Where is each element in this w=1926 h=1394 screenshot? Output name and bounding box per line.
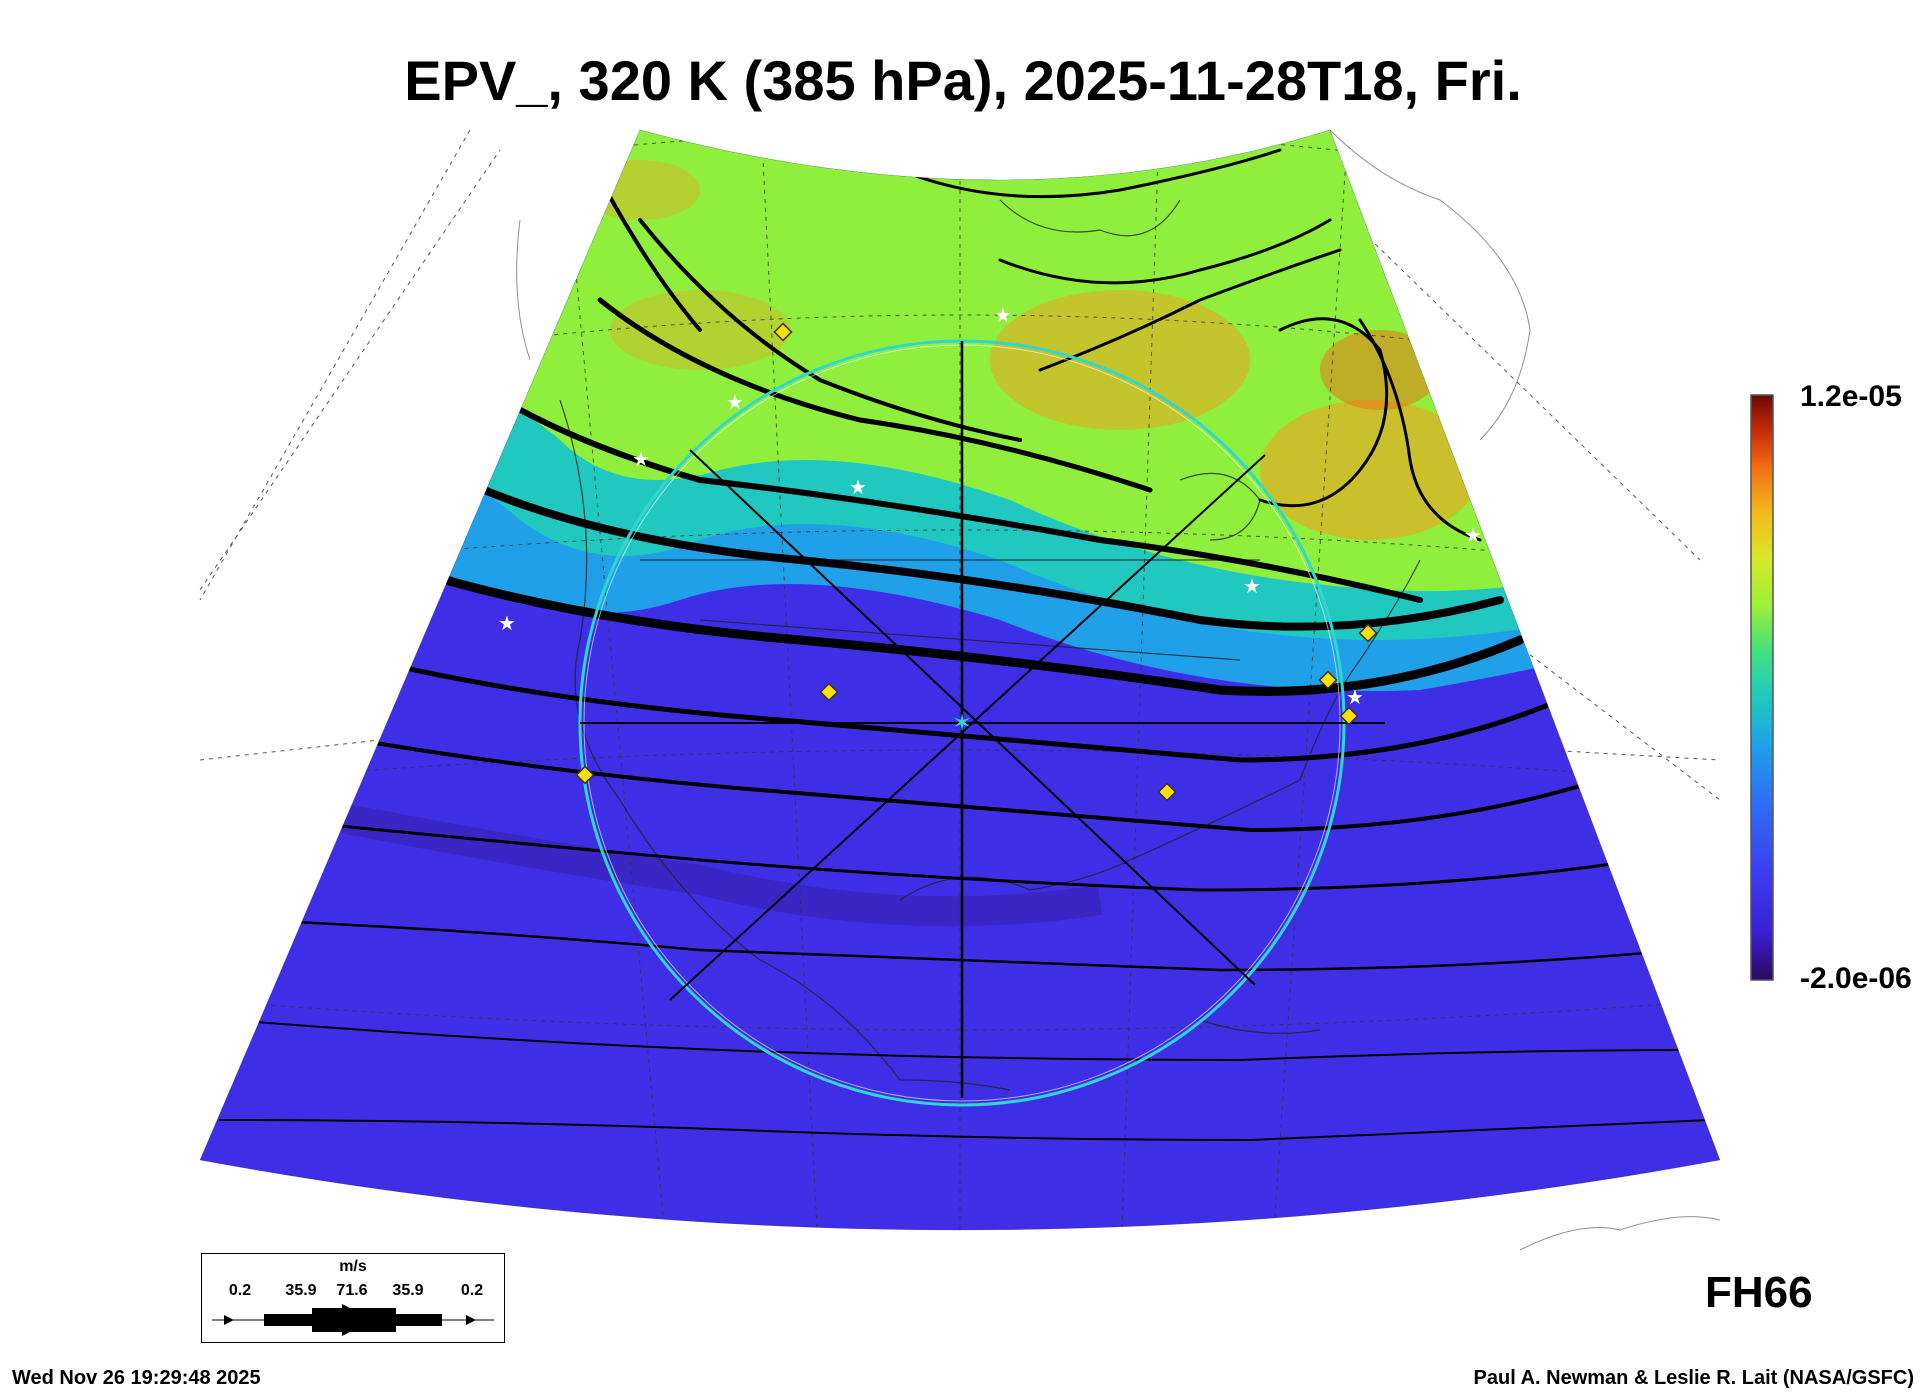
wind-legend-label: 35.9	[392, 1282, 424, 1299]
wind-legend-label: 71.6	[336, 1282, 368, 1299]
svg-text:★: ★	[1243, 574, 1261, 598]
wind-legend-label: 0.2	[228, 1282, 252, 1299]
svg-text:★: ★	[498, 611, 516, 635]
wind-legend-arrows	[212, 1304, 494, 1336]
svg-text:★: ★	[1464, 523, 1482, 547]
svg-text:★: ★	[632, 447, 650, 471]
svg-text:★: ★	[726, 390, 744, 414]
svg-text:★: ★	[994, 303, 1012, 327]
wind-speed-legend: m/s 0.2 35.9 71.6 35.9 0.2	[201, 1253, 505, 1343]
analysis-circle: ✶	[578, 339, 1385, 1107]
forecast-hour-label: FH66	[1705, 1268, 1813, 1317]
author-credit: Paul A. Newman & Leslie R. Lait (NASA/GS…	[1473, 1367, 1914, 1389]
star-markers: ★ ★ ★ ★ ★ ★ ★ ★	[498, 303, 1482, 709]
generation-timestamp: Wed Nov 26 19:29:48 2025	[12, 1367, 261, 1389]
station-markers	[575, 322, 1378, 802]
wind-legend-unit: m/s	[339, 1258, 367, 1275]
wind-legend-label: 35.9	[285, 1282, 317, 1299]
wind-streamlines	[219, 138, 1711, 1142]
svg-text:✶: ✶	[952, 709, 972, 737]
svg-text:★: ★	[1346, 685, 1364, 709]
svg-text:★: ★	[849, 475, 867, 499]
plot-title: EPV_, 320 K (385 hPa), 2025-11-28T18, Fr…	[404, 49, 1522, 112]
colorbar-max-label: 1.2e-05	[1800, 380, 1902, 413]
colorbar	[1750, 394, 1774, 981]
colorbar-min-label: -2.0e-06	[1800, 962, 1912, 995]
wind-legend-label: 0.2	[460, 1282, 484, 1299]
epv-field: ✶ ★ ★ ★ ★ ★ ★ ★ ★	[200, 130, 1720, 1230]
